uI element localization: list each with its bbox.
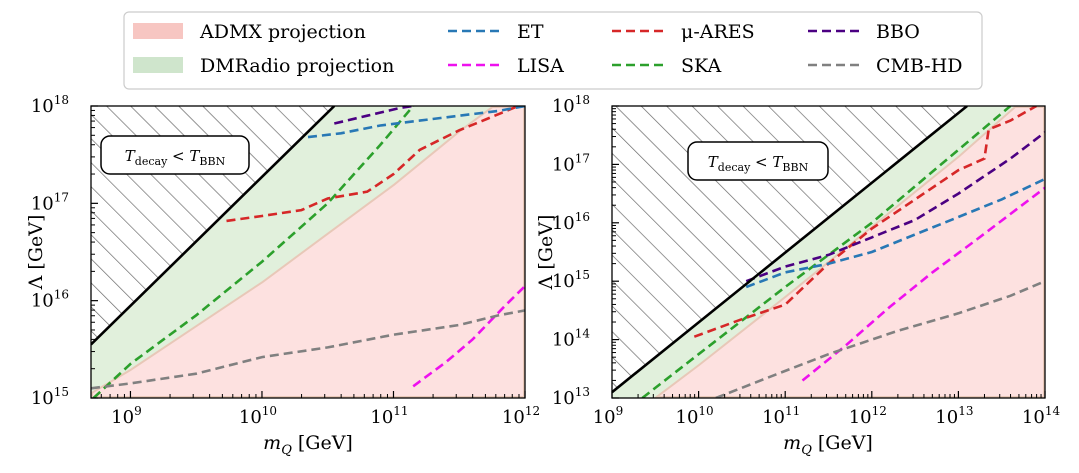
right-y-tick-label: 1014 <box>552 327 591 351</box>
left-annotation-op: < <box>167 147 189 165</box>
right-x-tick-label: 1013 <box>935 404 973 428</box>
right-annotation-t2-sub: BBN <box>782 161 808 174</box>
right-x-tick-label: 1010 <box>676 404 714 428</box>
left-annotation-t2-sub: BBN <box>199 155 225 168</box>
right-x-tick-label: 109 <box>593 404 624 428</box>
right-y-tick-label: 1013 <box>552 385 590 409</box>
legend-swatch-admx-projection <box>133 23 183 39</box>
legend-label-ares: μ-ARES <box>681 21 755 43</box>
right-chart: 109 1010 1011 1012 1013 1014 1013 1014 1015 1016 1… <box>535 93 1060 458</box>
left-x-tick-label: 109 <box>111 404 142 428</box>
right-y-tick-label: 1016 <box>552 210 590 234</box>
right-series-ares <box>693 106 1037 338</box>
right-annotation-t2: T <box>772 153 783 171</box>
left-series-cmb-hd <box>91 309 525 390</box>
right-series-cmb-hd <box>715 280 1045 398</box>
right-y-axis-label: Λ [GeV] <box>535 215 557 291</box>
right-x-tick-label: 1014 <box>1022 404 1061 428</box>
svg-text:Tdecay < TBBN: Tdecay < TBBN <box>125 147 226 168</box>
legend-label-et: ET <box>517 21 544 43</box>
left-series-bbo <box>334 106 414 125</box>
legend-frame <box>123 11 983 90</box>
right-series-bbo <box>745 131 1045 283</box>
left-y-tick-label: 1018 <box>31 93 69 117</box>
right-bbn-boundary-line <box>612 106 968 394</box>
right-annotation-t: T <box>708 153 719 171</box>
right-series-et <box>745 177 1045 289</box>
right-plot-frame <box>611 105 1046 399</box>
left-dmradio-region <box>91 106 493 398</box>
left-series-lisa <box>412 285 525 388</box>
legend-label-admx-projection: ADMX projection <box>199 21 366 43</box>
left-annotation-t2: T <box>189 147 200 165</box>
right-annotation: Tdecay < TBBN <box>687 141 829 181</box>
right-dmradio-region <box>612 106 1015 398</box>
right-annotation-t-sub: decay <box>718 161 751 174</box>
right-annotation-op: < <box>750 153 772 171</box>
right-y-tick-label: 1015 <box>552 268 590 292</box>
legend-label-lisa: LISA <box>517 55 564 77</box>
legend: ADMX projection DMRadio projection ET LISA μ… <box>123 11 983 90</box>
left-x-tick-label: 1010 <box>239 404 277 428</box>
left-bbn-boundary-line <box>91 106 336 346</box>
right-x-tick-label: 1011 <box>762 404 800 428</box>
left-chart: 109 1010 1011 1012 1015 1016 1017 1018 Tdecay <… <box>25 93 540 458</box>
left-x-tick-label: 1012 <box>502 404 540 428</box>
right-admx-region <box>612 106 1045 398</box>
right-y-tick-label: 1017 <box>552 151 590 175</box>
right-series-lisa <box>801 186 1045 382</box>
left-annotation-t-sub: decay <box>135 155 168 168</box>
left-annotation: Tdecay < TBBN <box>100 135 250 175</box>
legend-label-bbo: BBO <box>876 21 920 43</box>
left-y-tick-label: 1016 <box>31 288 69 312</box>
left-y-tick-label: 1015 <box>31 385 69 409</box>
left-x-axis-label: mQ [GeV] <box>263 432 353 458</box>
left-y-axis-label: Λ [GeV] <box>25 215 47 291</box>
left-series-ska <box>92 106 415 398</box>
left-plot-frame <box>90 105 526 399</box>
left-series-ares <box>226 106 519 223</box>
svg-text:Tdecay < TBBN: Tdecay < TBBN <box>708 153 809 174</box>
right-series-ska <box>641 106 1012 398</box>
left-series-et <box>307 106 525 139</box>
right-x-axis-label: mQ [GeV] <box>783 432 873 458</box>
legend-label-dmradio-projection: DMRadio projection <box>200 55 394 77</box>
legend-label-cmb-hd: CMB-HD <box>876 55 963 77</box>
right-y-tick-label: 1018 <box>552 93 590 117</box>
left-x-tick-label: 1011 <box>370 404 408 428</box>
legend-label-ska: SKA <box>681 55 721 77</box>
left-y-tick-label: 1017 <box>31 190 69 214</box>
left-annotation-t: T <box>125 147 136 165</box>
legend-swatch-dmradio-projection <box>133 57 183 73</box>
right-x-tick-label: 1012 <box>849 404 887 428</box>
